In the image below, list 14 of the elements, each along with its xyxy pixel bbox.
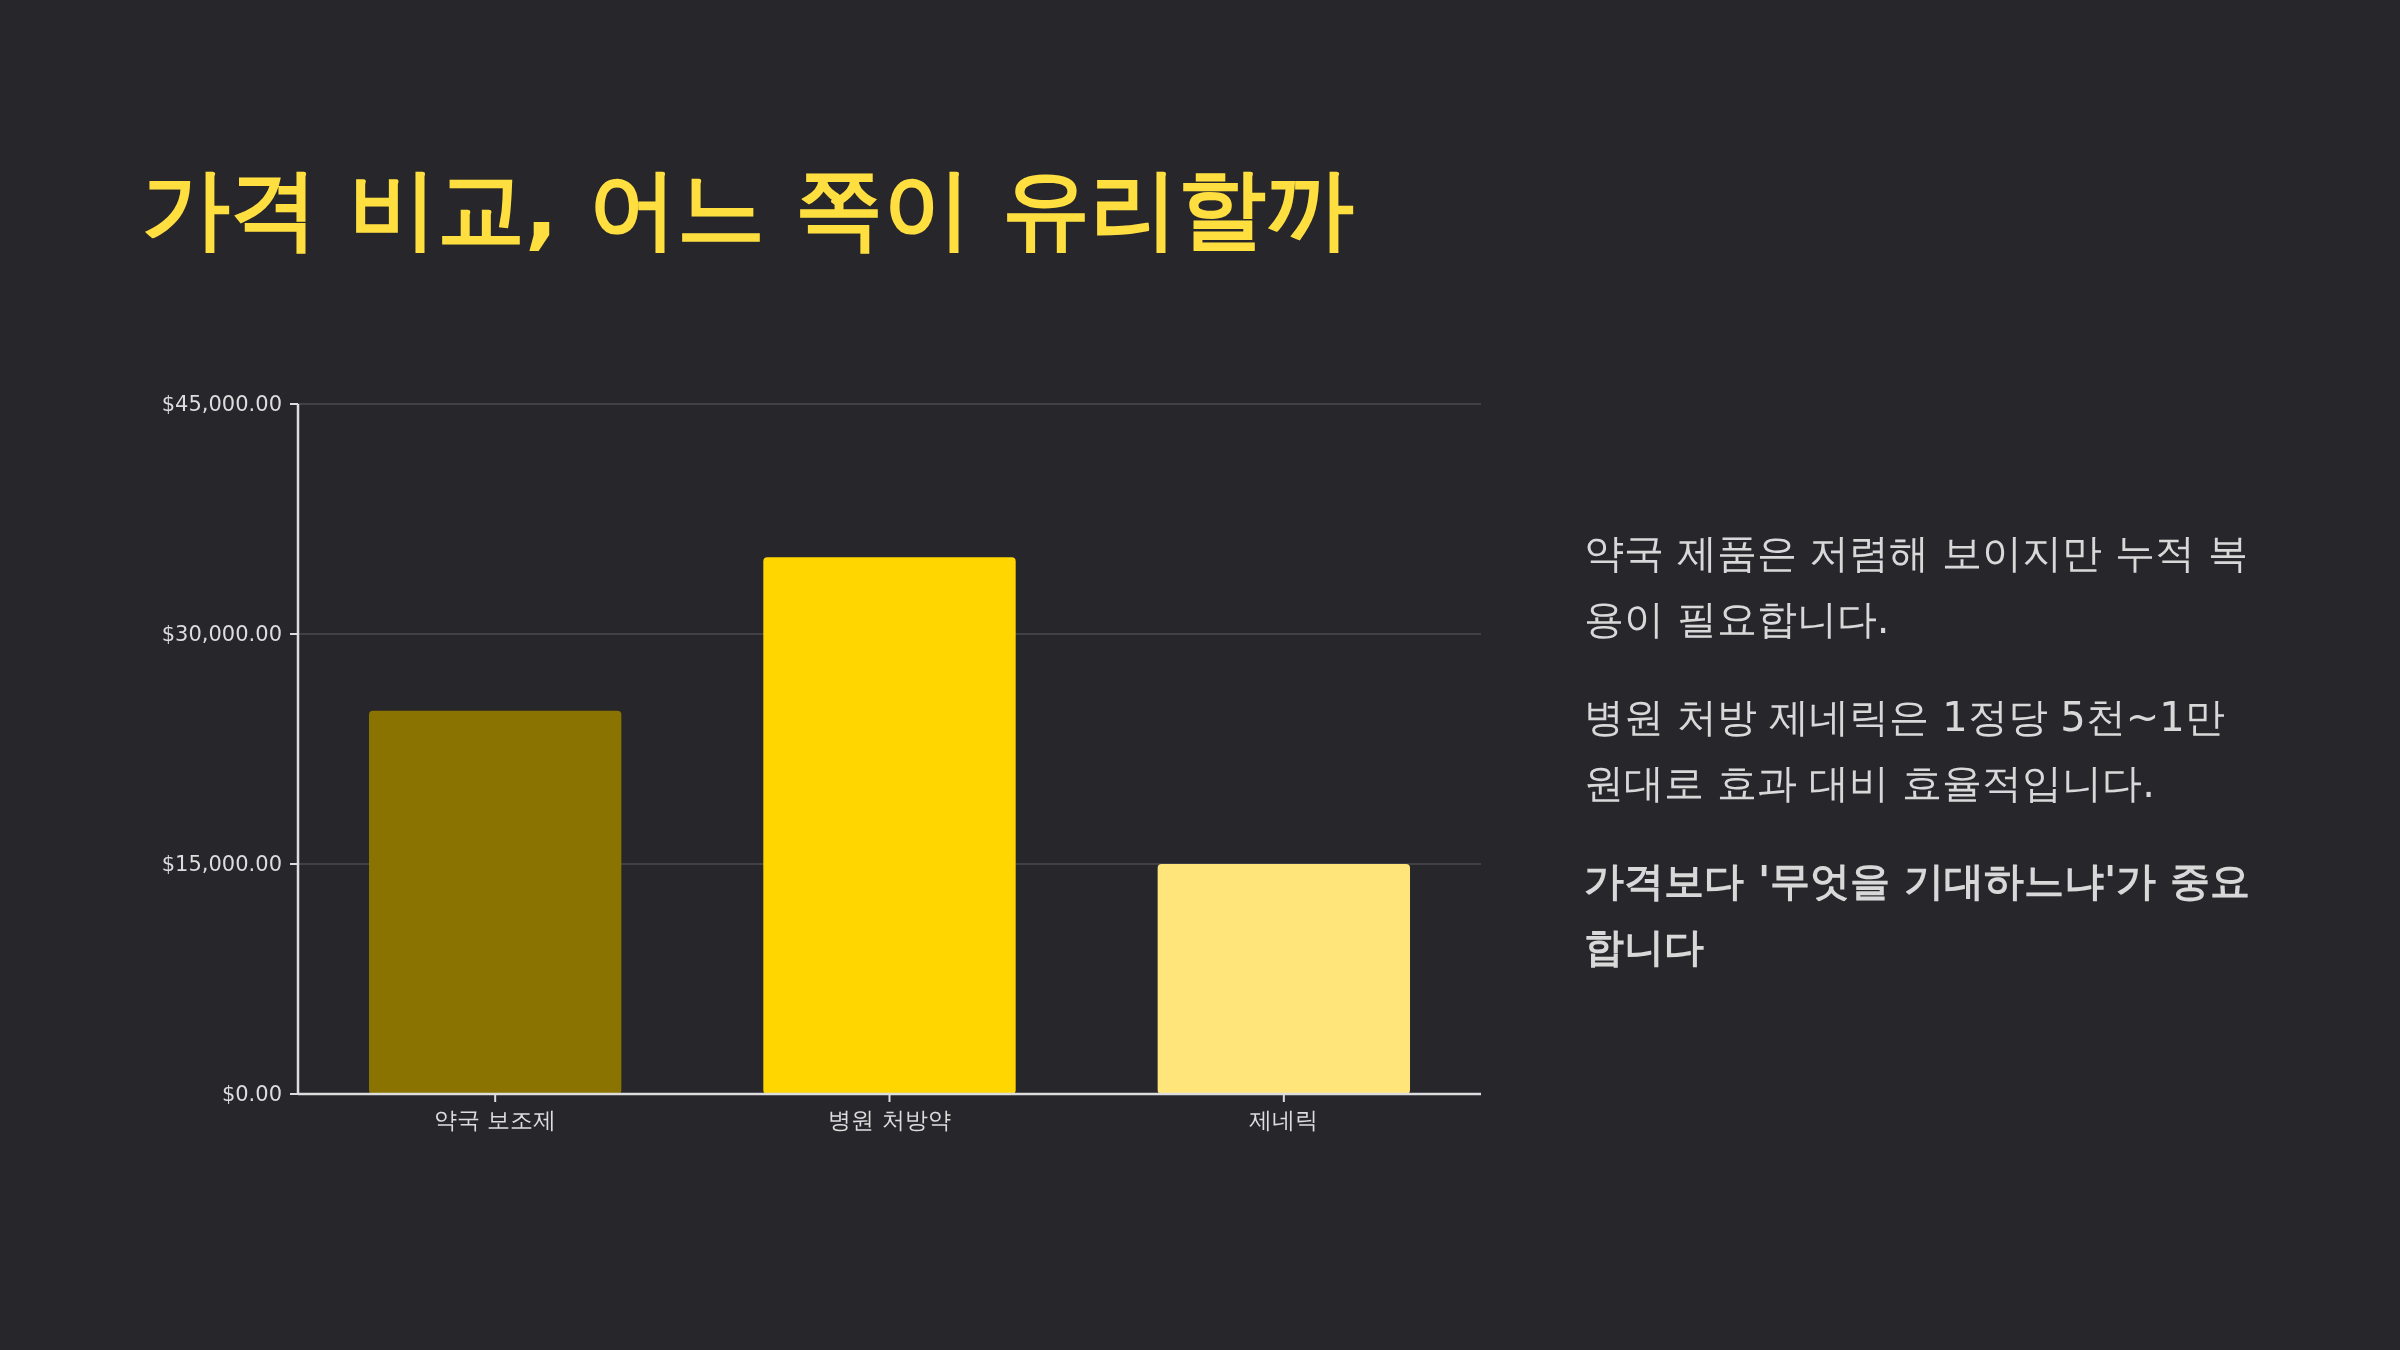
text: 약국 제품은 저렴해 보이지만 누적 복용이 필요합니다. — [1584, 529, 2249, 644]
bar — [763, 557, 1016, 1094]
chart-title: 가격 비교, 어느 쪽이 유리할까 — [142, 156, 1354, 262]
text: 가격보다 '무엇을 기대하느냐'가 중요합니다 — [1584, 857, 2252, 972]
x-tick-label: 약국 보조제 — [434, 1107, 557, 1133]
y-tick-label: $45,000.00 — [161, 392, 282, 416]
y-tick-label: $30,000.00 — [161, 622, 282, 646]
bar — [368, 710, 622, 1094]
text: 병원 처방 제네릭은 1정당 5천~1만 원대로 효과 대비 효율적입니다. — [1584, 693, 2226, 808]
y-tick-label: $0.00 — [221, 1082, 282, 1106]
bar — [1157, 864, 1411, 1094]
x-tick-label: 제네릭 — [1249, 1107, 1319, 1133]
y-tick-label: $15,000.00 — [161, 852, 282, 876]
x-tick-label: 병원 처방약 — [828, 1107, 951, 1133]
